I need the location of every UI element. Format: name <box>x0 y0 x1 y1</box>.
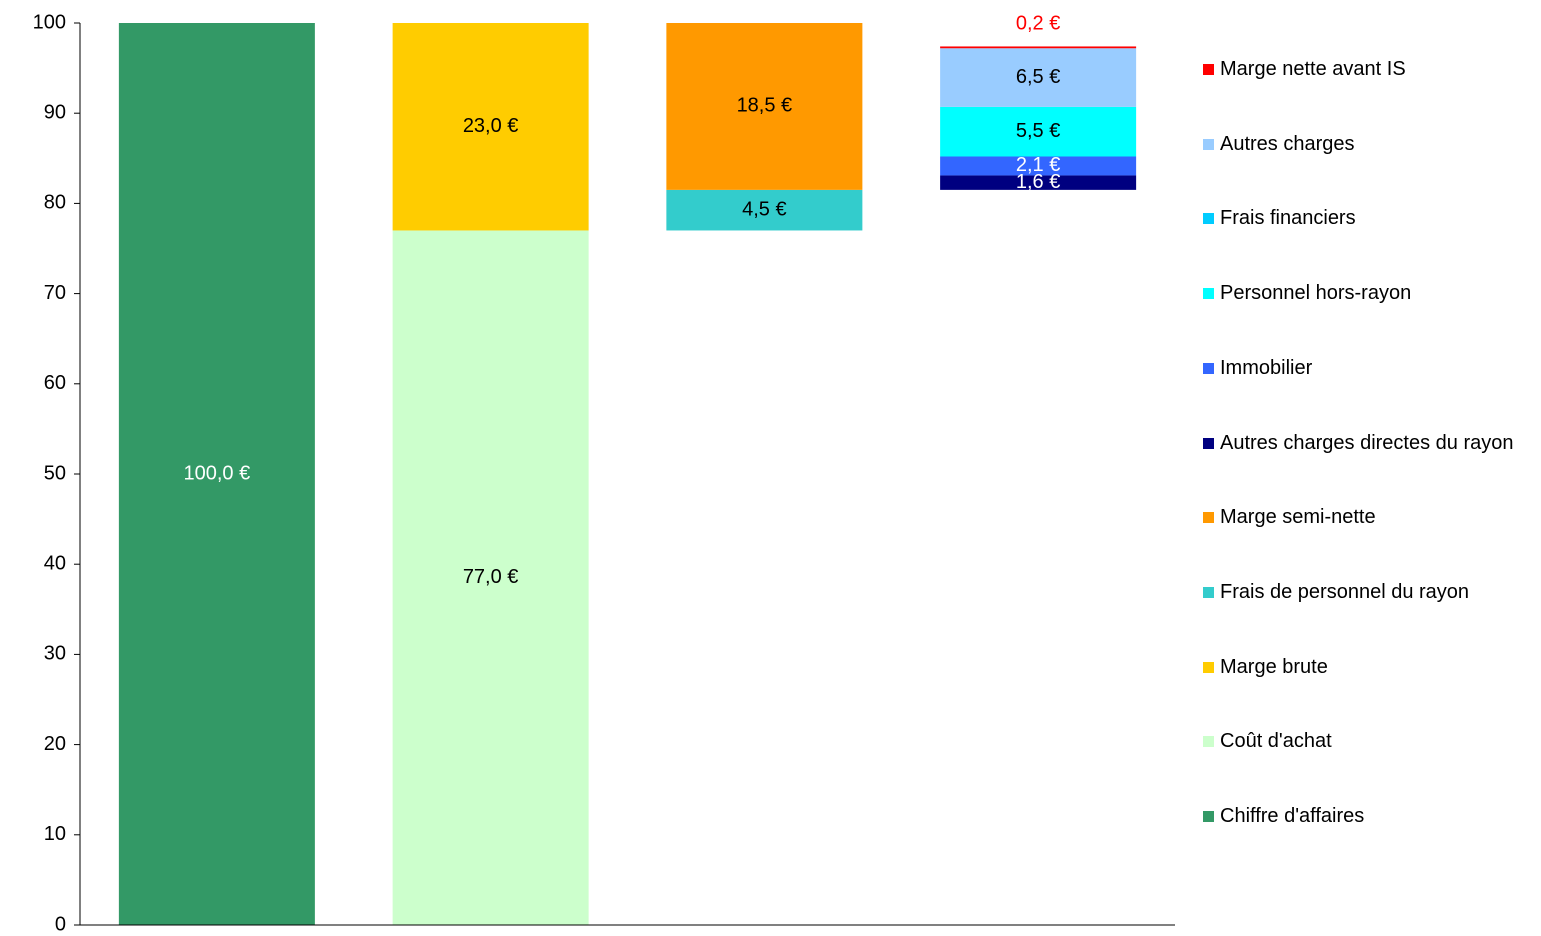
legend-label: Autres charges directes du rayon <box>1220 431 1514 454</box>
legend-swatch <box>1203 362 1214 374</box>
legend-swatch <box>1203 213 1214 225</box>
bar-segment <box>940 106 1137 157</box>
legend-swatch <box>1203 138 1214 150</box>
y-tick-label: 10 <box>44 823 66 845</box>
data-label: 2,1 € <box>1016 154 1060 176</box>
data-label: 4,5 € <box>742 198 786 220</box>
legend-swatch <box>1203 661 1214 673</box>
legend-label: Coût d'achat <box>1220 730 1332 753</box>
bar-segment <box>940 46 1137 49</box>
data-label: 18,5 € <box>737 95 793 117</box>
y-tick-label: 50 <box>44 462 66 484</box>
legend-label: Chiffre d'affaires <box>1220 805 1365 827</box>
legend-label: Marge brute <box>1220 655 1328 678</box>
y-tick-label: 20 <box>44 733 66 755</box>
legend-swatch <box>1203 64 1214 75</box>
data-label: 1,6 € <box>1016 171 1060 193</box>
y-tick-label: 90 <box>44 101 66 123</box>
legend-swatch <box>1203 736 1214 748</box>
y-tick-label: 80 <box>44 192 66 214</box>
y-tick-label: 40 <box>44 552 66 574</box>
legend-swatch <box>1203 512 1214 524</box>
data-label: 0,2 € <box>1016 13 1060 35</box>
legend-label: Marge semi-nette <box>1220 506 1376 529</box>
legend-swatch <box>1203 437 1214 449</box>
data-label: 100,0 € <box>184 462 251 484</box>
y-tick-label: 30 <box>44 643 66 665</box>
legend-swatch <box>1203 811 1214 822</box>
bar-segment <box>392 230 589 925</box>
legend-label: Autres charges <box>1220 132 1355 155</box>
legend-label: Frais financiers <box>1220 207 1356 230</box>
legend-label: Marge nette avant IS <box>1220 58 1406 80</box>
legend: Marge nette avant IS Autres charges Frais … <box>1203 0 1541 936</box>
y-tick-label: 60 <box>44 372 66 394</box>
bar-segment <box>940 48 1137 107</box>
data-label: 77,0 € <box>463 566 519 588</box>
legend-label: Personnel hors-rayon <box>1220 282 1412 305</box>
bar-segment <box>666 23 863 190</box>
bar-segment <box>940 175 1137 190</box>
y-tick-label: 70 <box>44 282 66 304</box>
y-tick-label: 100 <box>33 11 66 33</box>
bar-segment <box>666 189 863 231</box>
legend-swatch <box>1203 586 1214 598</box>
legend-label: Immobilier <box>1220 356 1313 379</box>
bar-segment <box>118 23 315 925</box>
legend-swatch <box>1203 288 1214 300</box>
y-tick-label: 0 <box>55 913 66 935</box>
data-label: 23,0 € <box>463 115 519 137</box>
data-label: 6,5 € <box>1016 66 1060 88</box>
legend-label: Frais de personnel du rayon <box>1220 580 1470 603</box>
data-label: 5,5 € <box>1016 120 1060 142</box>
bar-segment <box>392 23 589 231</box>
bar-segment <box>940 156 1137 176</box>
